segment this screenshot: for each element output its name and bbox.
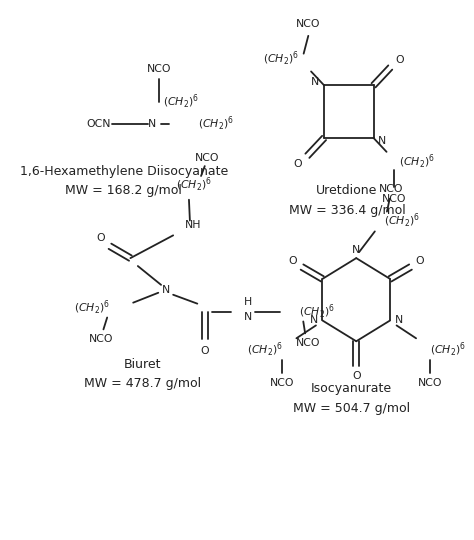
Text: O: O xyxy=(352,371,361,381)
Text: O: O xyxy=(96,233,105,244)
Text: N: N xyxy=(395,315,403,326)
Text: N: N xyxy=(378,136,386,146)
Text: NCO: NCO xyxy=(382,194,406,204)
Text: OCN: OCN xyxy=(86,118,111,129)
Text: NCO: NCO xyxy=(147,64,172,74)
Text: MW = 336.4 g/mol: MW = 336.4 g/mol xyxy=(289,204,405,217)
Text: MW = 168.2 g/mol: MW = 168.2 g/mol xyxy=(65,184,182,197)
Text: $(CH_2)^6$: $(CH_2)^6$ xyxy=(176,176,211,194)
Text: N: N xyxy=(147,118,156,129)
Text: NCO: NCO xyxy=(296,338,320,348)
Text: MW = 478.7 g/mol: MW = 478.7 g/mol xyxy=(84,377,201,390)
Text: NCO: NCO xyxy=(89,334,113,345)
Text: Biuret: Biuret xyxy=(124,357,161,370)
Text: N: N xyxy=(243,312,252,321)
Text: $(CH_2)^6$: $(CH_2)^6$ xyxy=(163,93,199,111)
Text: NCO: NCO xyxy=(195,153,220,163)
Text: $(CH_2)^6$: $(CH_2)^6$ xyxy=(246,341,283,359)
Text: H: H xyxy=(243,296,252,307)
Text: Uretdione: Uretdione xyxy=(316,184,378,197)
Text: N: N xyxy=(310,315,318,326)
Text: O: O xyxy=(416,256,424,266)
Text: N: N xyxy=(162,285,170,295)
Text: NCO: NCO xyxy=(270,378,295,388)
Text: $(CH_2)^6$: $(CH_2)^6$ xyxy=(198,114,234,133)
Text: $(CH_2)^6$: $(CH_2)^6$ xyxy=(430,341,466,359)
Text: Isocyanurate: Isocyanurate xyxy=(311,382,392,395)
Text: $(CH_2)^6$: $(CH_2)^6$ xyxy=(399,153,435,171)
Text: $(CH_2)^6$: $(CH_2)^6$ xyxy=(299,302,335,321)
Text: O: O xyxy=(201,346,209,356)
Text: NCO: NCO xyxy=(418,378,442,388)
Text: N: N xyxy=(311,77,319,87)
Text: NCO: NCO xyxy=(296,19,320,29)
Text: 1,6-Hexamethylene Diisocyanate: 1,6-Hexamethylene Diisocyanate xyxy=(20,165,228,178)
Text: O: O xyxy=(288,256,297,266)
Text: MW = 504.7 g/mol: MW = 504.7 g/mol xyxy=(293,402,410,415)
Text: O: O xyxy=(395,55,404,65)
Text: O: O xyxy=(294,159,302,168)
Text: $(CH_2)^6$: $(CH_2)^6$ xyxy=(384,212,420,230)
Text: $(CH_2)^6$: $(CH_2)^6$ xyxy=(74,299,110,316)
Text: NCO: NCO xyxy=(379,184,404,194)
Text: N: N xyxy=(352,245,360,255)
Text: NH: NH xyxy=(185,220,202,231)
Text: $(CH_2)^6$: $(CH_2)^6$ xyxy=(263,50,299,68)
